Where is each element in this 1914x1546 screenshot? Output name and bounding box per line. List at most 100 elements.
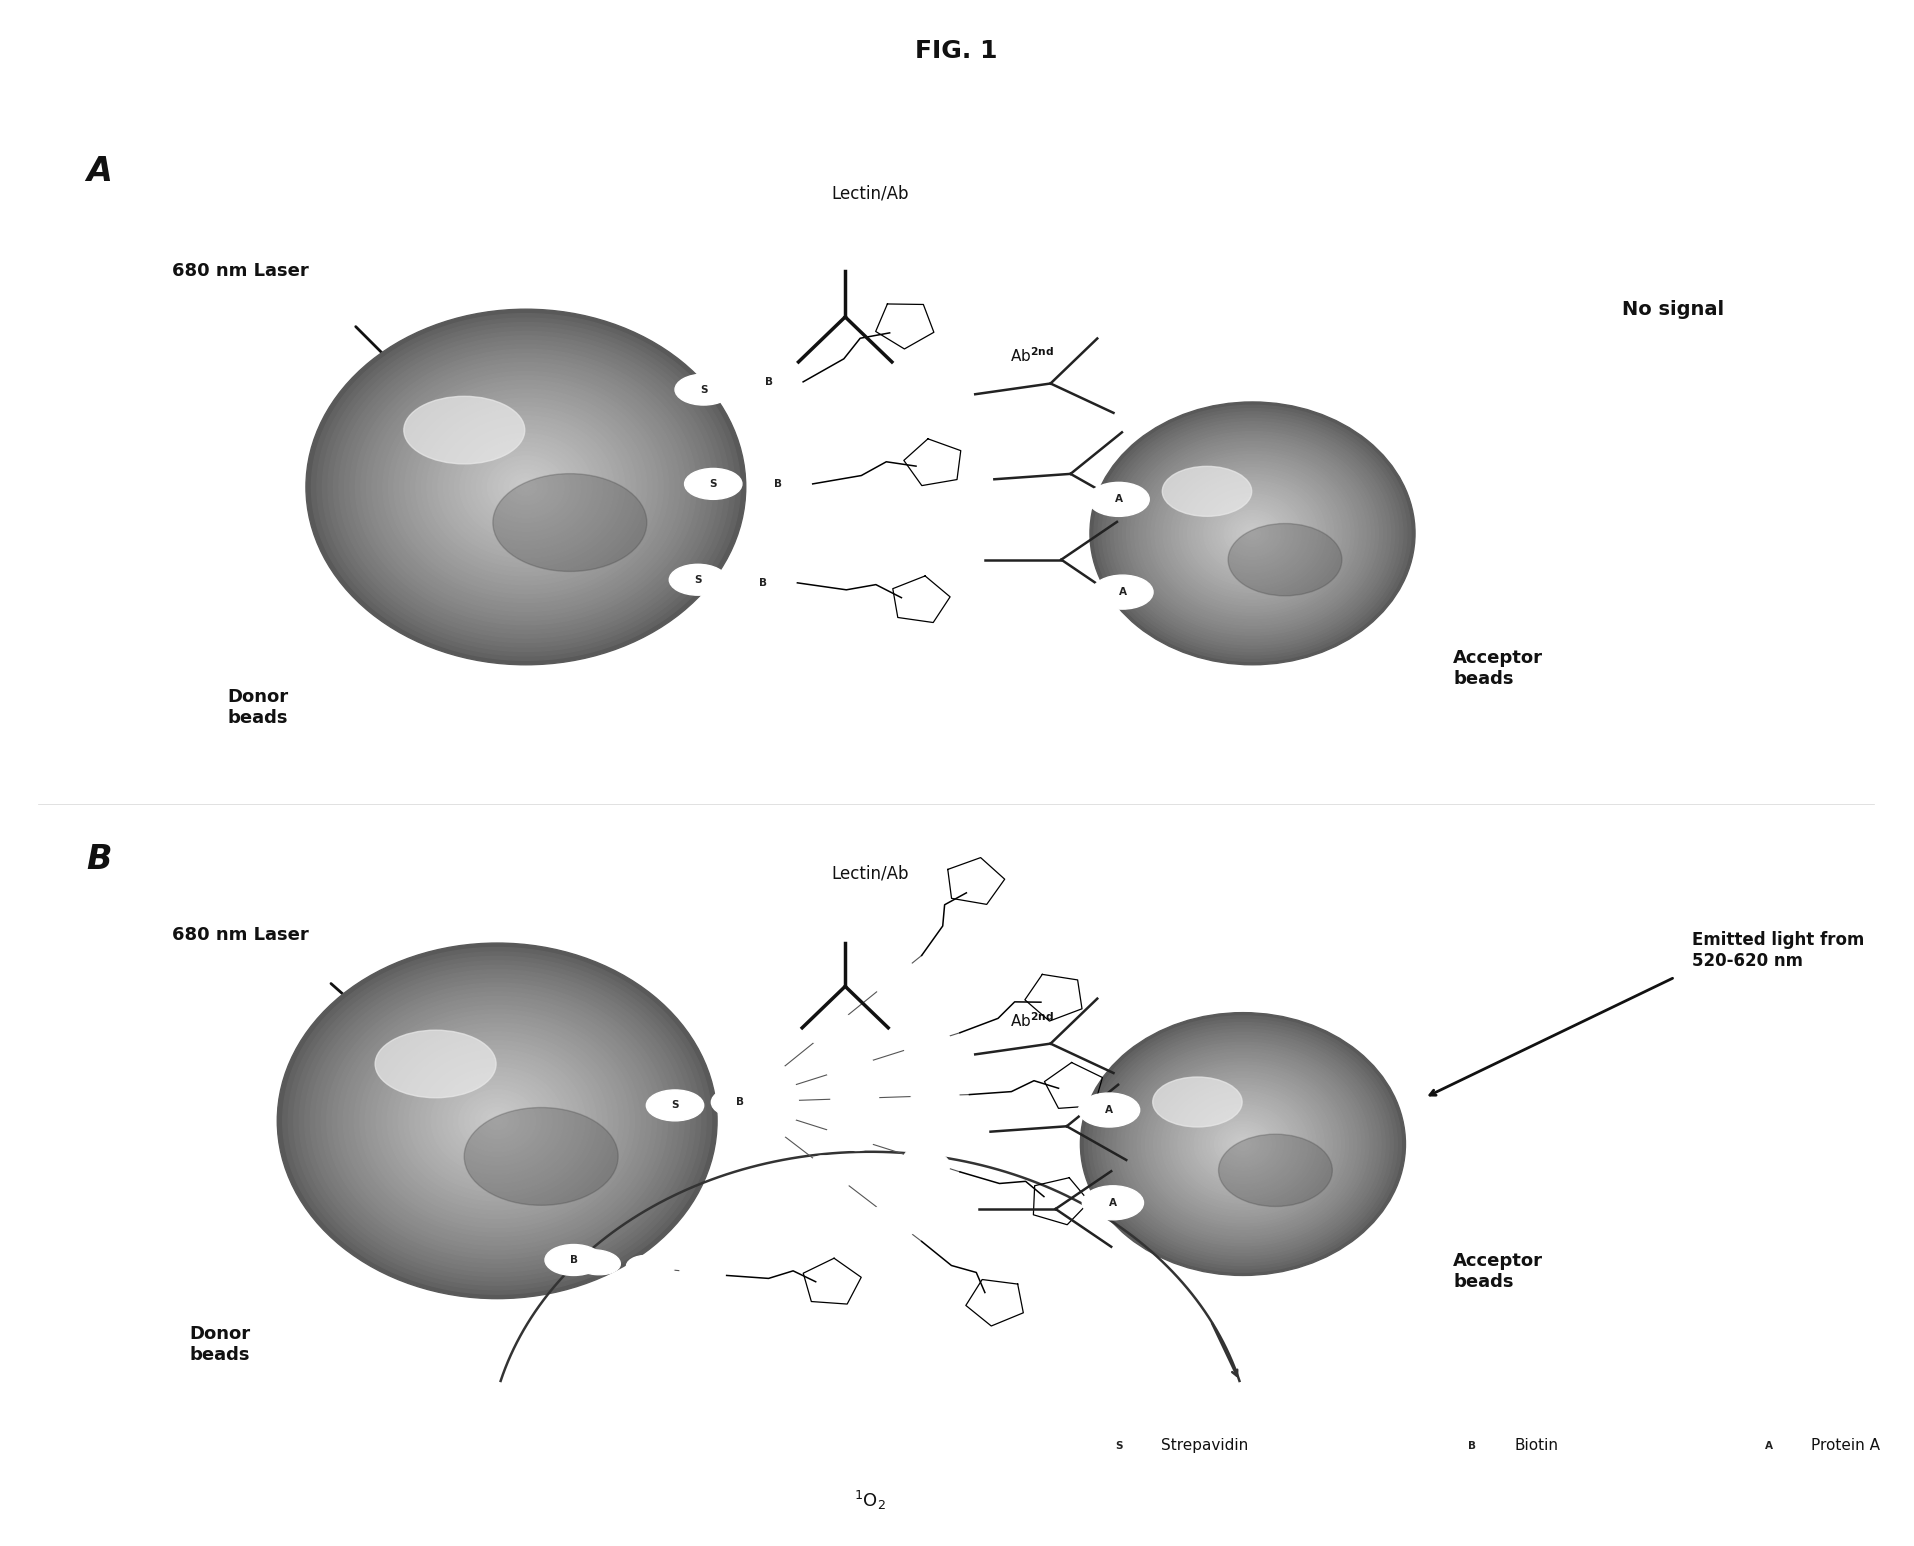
- Text: B: B: [737, 1098, 745, 1107]
- Circle shape: [410, 1050, 586, 1192]
- Ellipse shape: [647, 1090, 704, 1121]
- Circle shape: [1169, 1085, 1317, 1203]
- Circle shape: [448, 1081, 547, 1161]
- Text: Lectin/Ab: Lectin/Ab: [831, 184, 909, 203]
- Circle shape: [475, 1104, 519, 1138]
- Circle shape: [1135, 438, 1370, 629]
- Ellipse shape: [465, 1107, 618, 1206]
- Circle shape: [442, 1076, 551, 1166]
- Text: S: S: [1114, 1441, 1122, 1450]
- Circle shape: [278, 943, 718, 1299]
- Circle shape: [480, 1107, 513, 1135]
- Circle shape: [1166, 1082, 1321, 1206]
- Circle shape: [1191, 1101, 1296, 1187]
- Text: S: S: [695, 575, 702, 584]
- Circle shape: [381, 1028, 612, 1214]
- Ellipse shape: [1078, 1093, 1139, 1127]
- Text: Protein A: Protein A: [1811, 1438, 1880, 1453]
- Circle shape: [327, 326, 723, 646]
- Circle shape: [1106, 414, 1399, 652]
- Text: A: A: [1765, 1441, 1772, 1450]
- Circle shape: [1215, 504, 1288, 563]
- Text: Donor
beads: Donor beads: [228, 688, 289, 727]
- Ellipse shape: [679, 1260, 727, 1286]
- Text: S: S: [701, 385, 708, 394]
- Text: S: S: [710, 479, 718, 489]
- Text: Emitted light from
520-620 nm: Emitted light from 520-620 nm: [1692, 931, 1864, 971]
- Circle shape: [333, 331, 718, 643]
- Circle shape: [1225, 510, 1280, 557]
- Circle shape: [1164, 461, 1342, 606]
- Circle shape: [1204, 495, 1302, 574]
- Circle shape: [1202, 1112, 1284, 1177]
- Circle shape: [1175, 472, 1330, 595]
- Circle shape: [1122, 1045, 1365, 1243]
- Text: B: B: [1468, 1441, 1476, 1450]
- Text: A: A: [1114, 495, 1124, 504]
- Text: A: A: [1108, 1198, 1118, 1207]
- Circle shape: [1235, 1138, 1252, 1150]
- Circle shape: [345, 340, 708, 634]
- Ellipse shape: [903, 1030, 949, 1056]
- Circle shape: [383, 371, 668, 603]
- Circle shape: [1238, 1141, 1248, 1147]
- Circle shape: [377, 366, 674, 608]
- Circle shape: [299, 960, 695, 1280]
- Circle shape: [486, 1112, 509, 1130]
- Circle shape: [1118, 425, 1386, 642]
- Ellipse shape: [685, 468, 743, 499]
- Circle shape: [371, 362, 679, 611]
- Circle shape: [1089, 402, 1414, 665]
- Circle shape: [1162, 1079, 1324, 1209]
- Ellipse shape: [746, 1107, 787, 1139]
- Circle shape: [465, 1095, 530, 1147]
- Circle shape: [1179, 475, 1326, 592]
- Circle shape: [421, 1059, 574, 1183]
- Circle shape: [471, 442, 580, 532]
- Circle shape: [1210, 1118, 1275, 1170]
- Circle shape: [1079, 1013, 1405, 1275]
- Circle shape: [362, 354, 691, 620]
- Circle shape: [1099, 408, 1407, 659]
- Text: Strepavidin: Strepavidin: [1160, 1438, 1248, 1453]
- Text: B: B: [766, 377, 773, 386]
- Text: Ab$^{\mathbf{2nd}}$: Ab$^{\mathbf{2nd}}$: [1011, 1011, 1055, 1030]
- Ellipse shape: [545, 1245, 603, 1275]
- Circle shape: [521, 482, 532, 492]
- Circle shape: [410, 394, 641, 580]
- Circle shape: [415, 1054, 580, 1187]
- Circle shape: [348, 1000, 645, 1241]
- Text: S: S: [672, 1101, 679, 1110]
- Ellipse shape: [831, 1085, 879, 1112]
- Text: 680 nm Laser: 680 nm Laser: [172, 926, 308, 945]
- Circle shape: [1150, 1068, 1336, 1220]
- Circle shape: [1173, 1088, 1311, 1200]
- Ellipse shape: [741, 366, 798, 397]
- Circle shape: [1223, 1127, 1263, 1161]
- Text: PAA: PAA: [588, 982, 616, 997]
- Circle shape: [312, 314, 741, 660]
- Circle shape: [392, 1036, 601, 1206]
- Circle shape: [1229, 513, 1277, 553]
- Circle shape: [1219, 1124, 1267, 1164]
- Circle shape: [436, 1071, 557, 1170]
- Circle shape: [1143, 445, 1363, 621]
- Circle shape: [1133, 1056, 1353, 1232]
- Circle shape: [339, 335, 712, 638]
- Ellipse shape: [750, 1099, 796, 1125]
- Circle shape: [333, 988, 662, 1254]
- Circle shape: [310, 969, 683, 1272]
- Text: Ab$^{\mathbf{2nd}}$: Ab$^{\mathbf{2nd}}$: [1011, 346, 1055, 365]
- Circle shape: [1154, 1071, 1332, 1217]
- Circle shape: [459, 1090, 536, 1152]
- Circle shape: [482, 451, 570, 523]
- Circle shape: [1208, 498, 1298, 569]
- Circle shape: [1233, 516, 1273, 550]
- Circle shape: [1139, 442, 1367, 625]
- Circle shape: [327, 983, 668, 1258]
- Circle shape: [1141, 1062, 1344, 1226]
- Ellipse shape: [875, 1204, 915, 1237]
- Ellipse shape: [750, 1088, 798, 1113]
- Circle shape: [438, 416, 614, 558]
- Text: B: B: [760, 578, 768, 587]
